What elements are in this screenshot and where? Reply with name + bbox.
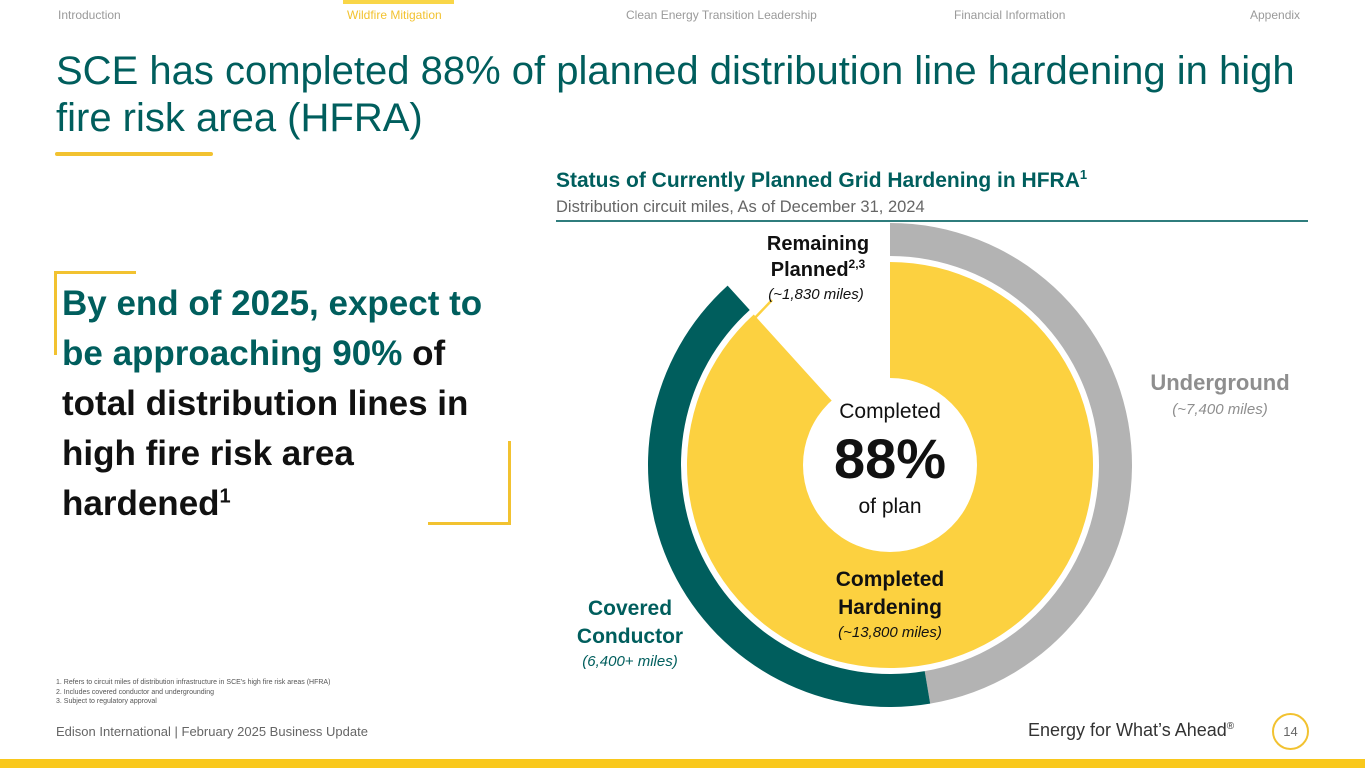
outer-ring [648, 223, 1132, 707]
remaining-value: (~1,830 miles) [768, 286, 863, 303]
tagline-text: Energy for What’s Ahead [1028, 720, 1227, 740]
chart-title-rule [556, 220, 1308, 222]
outer-slice-covered-conductor [648, 285, 931, 707]
remaining-label-text: Planned [771, 259, 849, 281]
completed-value: (~13,800 miles) [838, 624, 942, 641]
key-message-callout: By end of 2025, expect to be approaching… [62, 279, 512, 529]
active-section-indicator [343, 0, 454, 4]
outer-slice-underground [890, 223, 1132, 704]
footer-company-date: Edison International | February 2025 Bus… [56, 724, 368, 739]
chart-title-footnote: 1 [1079, 167, 1088, 182]
nav-item-introduction[interactable]: Introduction [58, 8, 121, 22]
footnotes: 1. Refers to circuit miles of distributi… [56, 678, 330, 707]
covered-label-line2: Conductor [577, 625, 683, 648]
footnote-2: 2. Includes covered conductor and underg… [56, 688, 214, 696]
footer-tagline: Energy for What’s Ahead® [1028, 720, 1234, 741]
registered-mark: ® [1226, 721, 1235, 732]
chart-title-text: Status of Currently Planned Grid Hardeni… [556, 169, 1080, 192]
footnote-3: 3. Subject to regulatory approval [56, 698, 157, 705]
callout-highlight: By end of 2025, expect to be approaching… [62, 284, 483, 373]
footnote-1: 1. Refers to circuit miles of distributi… [56, 679, 331, 686]
chart-subtitle: Distribution circuit miles, As of Decemb… [556, 198, 925, 216]
remaining-leader-line [751, 299, 773, 322]
title-underline [55, 152, 213, 156]
underground-value: (~7,400 miles) [1172, 401, 1267, 418]
section-nav: Introduction Wildfire Mitigation Clean E… [0, 0, 1365, 30]
completed-label-line2: Hardening [838, 596, 942, 619]
nav-item-appendix[interactable]: Appendix [1250, 8, 1301, 22]
page-number: 14 [1272, 713, 1309, 750]
remaining-label-line2: Planned2,3 [771, 257, 866, 281]
callout-footnote-ref: 1 [219, 485, 231, 508]
center-label-top: Completed [839, 400, 941, 423]
bracket-top-horizontal [54, 271, 136, 274]
chart-title: Status of Currently Planned Grid Hardeni… [556, 167, 1087, 193]
nav-item-clean-energy[interactable]: Clean Energy Transition Leadership [626, 8, 817, 22]
bracket-bottom-horizontal [428, 522, 511, 525]
bottom-accent-bar [0, 759, 1365, 768]
covered-label-line1: Covered [588, 597, 672, 620]
completed-label-line1: Completed [836, 568, 945, 591]
center-label-bottom: of plan [858, 495, 921, 518]
hardening-donut-chart: Completed 88% of plan Remaining Planned2… [577, 223, 1290, 707]
bracket-bottom-vertical [508, 441, 511, 525]
nav-item-wildfire-mitigation[interactable]: Wildfire Mitigation [347, 8, 442, 22]
covered-value: (6,400+ miles) [582, 653, 677, 670]
center-circle [803, 378, 977, 552]
bracket-top-vertical [54, 271, 57, 355]
center-percent: 88% [834, 427, 946, 490]
nav-item-financial-information[interactable]: Financial Information [954, 8, 1066, 22]
underground-label: Underground [1150, 370, 1289, 395]
page-title: SCE has completed 88% of planned distrib… [56, 49, 1295, 140]
callout-text: of total distribution lines in high fire… [62, 334, 469, 523]
remaining-label-line1: Remaining [767, 233, 869, 255]
remaining-label-footnote: 2,3 [849, 257, 866, 271]
